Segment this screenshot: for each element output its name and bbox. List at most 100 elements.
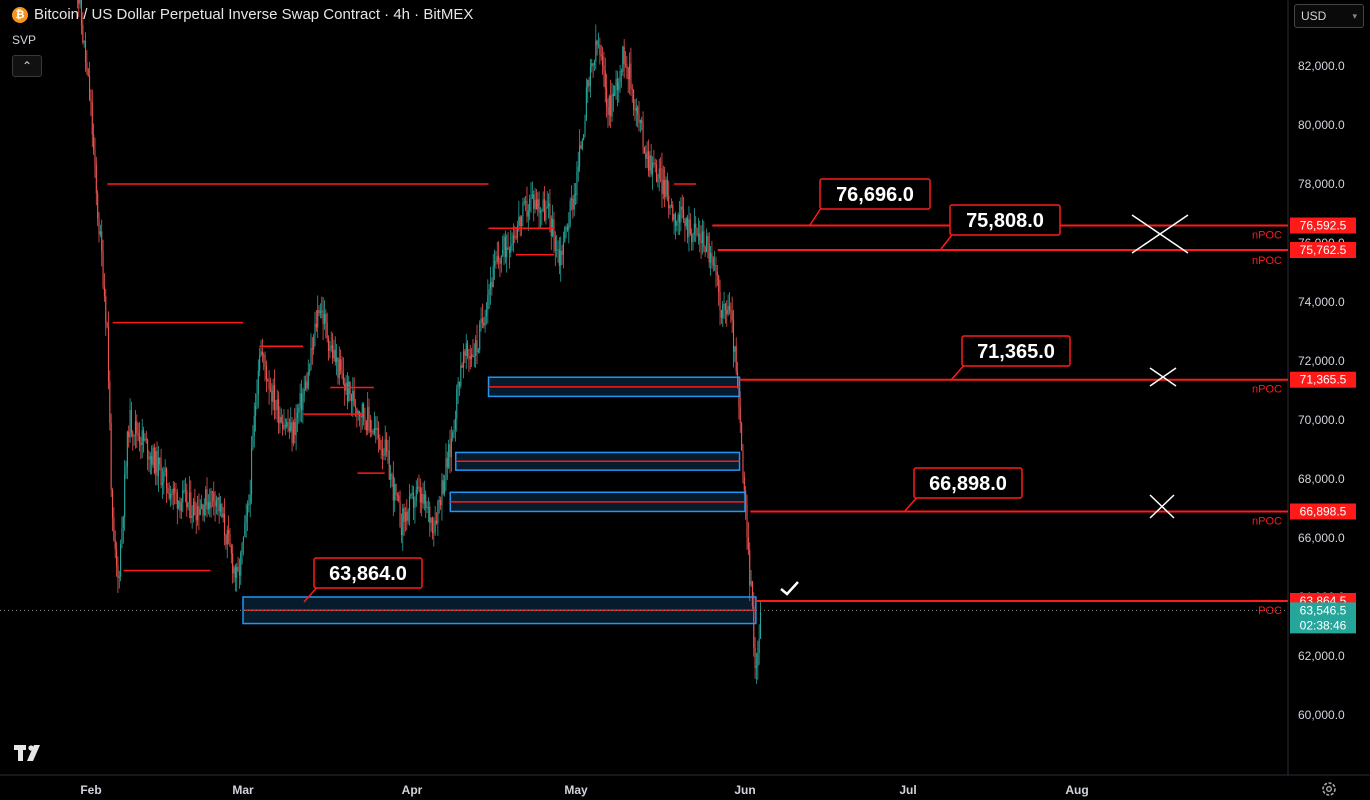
- candle-body: [125, 466, 127, 474]
- candle-body: [159, 457, 161, 465]
- candle-body: [448, 444, 450, 468]
- candle-body: [456, 388, 458, 419]
- candle-body: [499, 260, 501, 264]
- candle-body: [592, 63, 594, 66]
- candle-body: [433, 531, 435, 534]
- candle-body: [171, 493, 173, 495]
- candle-body: [728, 306, 731, 310]
- candle-body: [541, 210, 543, 212]
- candle-body: [111, 489, 114, 518]
- candle-body: [323, 314, 326, 325]
- candle-body: [237, 566, 239, 571]
- candle-body: [539, 211, 542, 213]
- candle-body: [654, 163, 656, 165]
- candle-body: [564, 227, 566, 242]
- candle-body: [363, 403, 365, 418]
- candle-body: [145, 438, 147, 440]
- candle-body: [419, 487, 421, 503]
- candle-body: [267, 379, 269, 382]
- candle-body: [174, 488, 176, 492]
- candle-body: [504, 236, 506, 258]
- candle-body: [87, 68, 89, 77]
- indicator-label[interactable]: SVP: [12, 33, 37, 47]
- candle-body: [662, 180, 664, 194]
- candle-body: [734, 346, 736, 352]
- candle-body: [136, 420, 138, 434]
- candle-body: [233, 567, 235, 574]
- candle-body: [157, 457, 159, 477]
- gear-icon[interactable]: [1320, 780, 1338, 798]
- candle-body: [526, 200, 528, 217]
- candle-body: [317, 309, 319, 328]
- candle-body: [458, 381, 461, 387]
- candle-body: [457, 381, 459, 389]
- candle-body: [596, 40, 598, 45]
- candle-body: [103, 286, 105, 297]
- candle-body: [525, 200, 527, 202]
- candle-body: [418, 486, 420, 488]
- candle-body: [751, 581, 753, 607]
- candle-body: [132, 432, 134, 437]
- candle-body: [278, 399, 280, 424]
- candle-body: [477, 349, 479, 352]
- candle-body: [182, 490, 184, 503]
- callout-label: 71,365.0: [977, 341, 1055, 363]
- candle-body: [629, 63, 631, 80]
- candle-body: [368, 406, 370, 420]
- candle-body: [610, 95, 612, 117]
- candle-body: [494, 261, 496, 266]
- candle-body: [514, 235, 516, 238]
- candle-body: [195, 515, 197, 521]
- candle-body: [365, 421, 367, 431]
- symbol-title[interactable]: Bitcoin / US Dollar Perpetual Inverse Sw…: [34, 6, 474, 23]
- candle-body: [603, 65, 605, 72]
- candle-body: [437, 502, 439, 524]
- candle-body: [472, 354, 474, 358]
- candle-body: [414, 501, 416, 508]
- price-label-text: 66,898.5: [1300, 504, 1347, 518]
- candle-body: [217, 497, 219, 500]
- candle-body: [475, 340, 477, 356]
- candle-body: [588, 79, 590, 87]
- candle-body: [192, 501, 195, 516]
- candle-body: [583, 134, 585, 140]
- candle-body: [93, 134, 95, 151]
- candle-body: [726, 309, 728, 315]
- callout-label: 76,696.0: [836, 184, 914, 206]
- candle-body: [379, 437, 381, 449]
- candles-group: [77, 0, 762, 684]
- candle-body: [507, 247, 509, 250]
- candle-body: [95, 164, 97, 194]
- candle-body: [450, 438, 452, 458]
- candle-body: [579, 145, 581, 167]
- candle-body: [618, 82, 620, 91]
- candle-body: [676, 220, 678, 226]
- candle-body: [155, 450, 157, 474]
- candle-body: [483, 322, 485, 326]
- candle-body: [147, 439, 149, 460]
- candle-body: [615, 78, 617, 86]
- callout-label: 66,898.0: [929, 473, 1007, 495]
- candle-body: [587, 79, 589, 88]
- candle-body: [700, 240, 702, 244]
- candle-body: [512, 235, 515, 244]
- candle-body: [238, 570, 240, 576]
- candle-body: [321, 310, 323, 312]
- candle-body: [495, 261, 497, 262]
- candle-body: [398, 495, 400, 502]
- candle-body: [530, 197, 532, 200]
- tradingview-logo-icon[interactable]: [14, 745, 46, 763]
- candle-body: [381, 449, 384, 456]
- currency-selector[interactable]: USD ▾: [1294, 4, 1364, 28]
- candle-body: [118, 576, 120, 578]
- candle-body: [595, 40, 597, 62]
- candle-body: [672, 205, 674, 221]
- indicator-collapse-button[interactable]: ⌃: [12, 55, 42, 77]
- candle-body: [410, 494, 412, 497]
- candle-body: [614, 85, 616, 97]
- price-label-box: [1290, 242, 1356, 259]
- chevron-down-icon: ▾: [1352, 10, 1357, 21]
- candle-body: [97, 193, 99, 219]
- candle-body: [589, 66, 591, 87]
